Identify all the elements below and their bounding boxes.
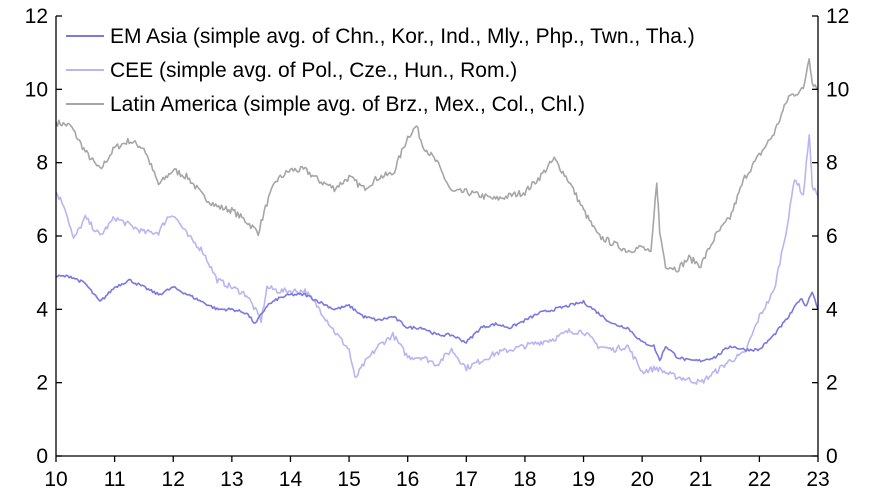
- x-tick-label: 13: [220, 468, 243, 491]
- x-tick-label: 22: [748, 468, 771, 491]
- x-tick-label: 21: [689, 468, 712, 491]
- y-tick-label-left: 0: [36, 445, 48, 468]
- y-tick-label-left: 2: [36, 372, 48, 395]
- x-tick-label: 11: [104, 468, 126, 491]
- y-tick-label-right: 4: [826, 298, 838, 321]
- x-tick-label: 19: [572, 468, 595, 491]
- y-tick-label-right: 6: [826, 225, 838, 248]
- x-tick-label: 20: [630, 468, 653, 491]
- y-tick-label-left: 10: [25, 78, 48, 101]
- y-tick-label-left: 6: [36, 225, 48, 248]
- series-lines: [55, 58, 819, 385]
- series-line-em-asia: [55, 274, 819, 363]
- x-tick-label: 18: [513, 468, 536, 491]
- legend-label-em-asia: EM Asia (simple avg. of Chn., Kor., Ind.…: [110, 25, 695, 48]
- y-tick-label-right: 8: [826, 152, 838, 175]
- x-tick-label: 14: [279, 468, 303, 491]
- legend-label-latam: Latin America (simple avg. of Brz., Mex.…: [110, 93, 585, 116]
- y-tick-label-right: 12: [826, 5, 849, 28]
- x-tick-label: 10: [44, 468, 67, 491]
- y-tick-label-right: 2: [826, 372, 838, 395]
- y-tick-label-right: 0: [826, 445, 838, 468]
- legend-label-cee: CEE (simple avg. of Pol., Cze., Hun., Ro…: [110, 59, 517, 82]
- y-tick-label-right: 10: [826, 78, 849, 101]
- x-tick-label: 15: [337, 468, 360, 491]
- y-tick-label-left: 12: [25, 5, 48, 28]
- legend: EM Asia (simple avg. of Chn., Kor., Ind.…: [66, 25, 695, 116]
- x-tick-label: 12: [162, 468, 185, 491]
- x-tick-label: 23: [806, 468, 829, 491]
- series-line-latam: [55, 58, 819, 273]
- y-tick-label-left: 8: [36, 152, 48, 175]
- x-tick-label: 16: [396, 468, 419, 491]
- series-line-cee: [55, 134, 819, 385]
- y-tick-label-left: 4: [36, 298, 48, 321]
- x-tick-label: 17: [455, 468, 478, 491]
